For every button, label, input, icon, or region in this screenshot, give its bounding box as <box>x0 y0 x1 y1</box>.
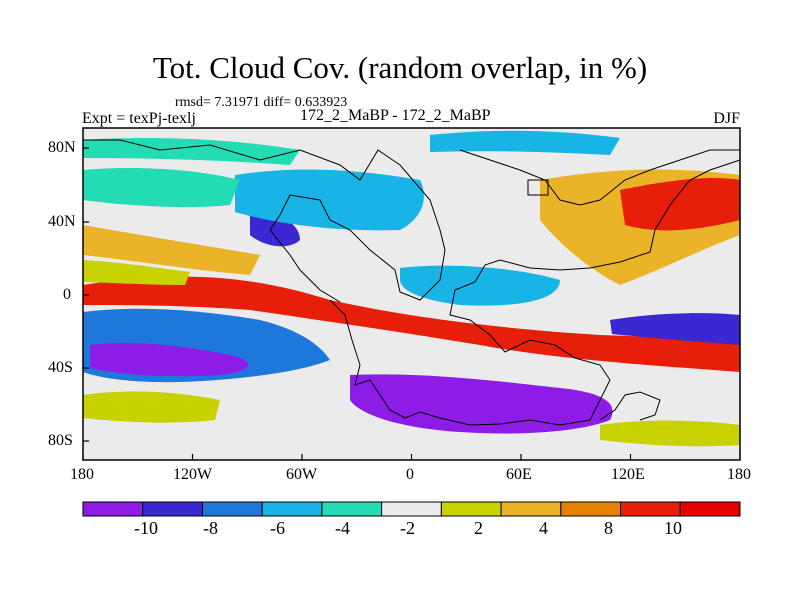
colorbar <box>82 501 741 517</box>
coastlines <box>83 139 741 426</box>
colorbar-swatch <box>500 501 562 517</box>
experiment-label: Expt = texPj-texlj <box>82 110 196 127</box>
colorbar-label: 2 <box>474 518 483 538</box>
colorbar-swatch <box>620 501 681 517</box>
lat-label-80s: 80S <box>48 432 73 449</box>
colorbar-swatch <box>261 501 323 517</box>
colorbar-swatch <box>440 501 502 517</box>
lon-label-60w: 60W <box>286 466 318 483</box>
lon-label-180-east: 180 <box>727 466 751 483</box>
lon-label-120w: 120W <box>173 466 213 483</box>
map-ticks <box>82 147 741 460</box>
colorbar-swatch <box>201 501 263 517</box>
positive-anomaly-band <box>83 169 740 372</box>
colorbar-label: -6 <box>270 518 285 538</box>
lon-label-0: 0 <box>406 466 414 483</box>
colorbar-swatch <box>142 501 203 517</box>
stats-label: rmsd= 7.31971 diff= 0.633923 <box>175 95 348 110</box>
comparison-label: 172_2_MaBP - 172_2_MaBP <box>300 107 491 124</box>
colorbar-label: -4 <box>335 518 350 538</box>
light-positive-regions <box>83 260 740 447</box>
map-panel <box>82 127 741 461</box>
lat-label-equator: 0 <box>63 286 71 303</box>
lat-label-80n: 80N <box>48 139 76 156</box>
lat-label-40n: 40N <box>48 213 76 230</box>
colorbar-label: 8 <box>604 518 613 538</box>
colorbar-label: -10 <box>134 518 158 538</box>
colorbar-label: 10 <box>664 518 682 538</box>
colorbar-swatch <box>679 501 741 517</box>
lon-label-60e: 60E <box>506 466 532 483</box>
colorbar-label: 4 <box>539 518 548 538</box>
plot-title: Tot. Cloud Cov. (random overlap, in %) <box>152 50 648 85</box>
colorbar-swatch <box>560 501 622 517</box>
lat-label-40s: 40S <box>48 359 73 376</box>
colorbar-label: -2 <box>400 518 415 538</box>
colorbar-swatch <box>381 501 442 517</box>
colorbar-swatch <box>82 501 144 517</box>
colorbar-label: -8 <box>203 518 218 538</box>
negative-anomaly-regions <box>83 130 740 434</box>
season-label: DJF <box>713 110 740 127</box>
lon-label-120e: 120E <box>611 466 645 483</box>
colorbar-swatch <box>321 501 383 517</box>
lon-label-180-west: 180 <box>70 466 94 483</box>
